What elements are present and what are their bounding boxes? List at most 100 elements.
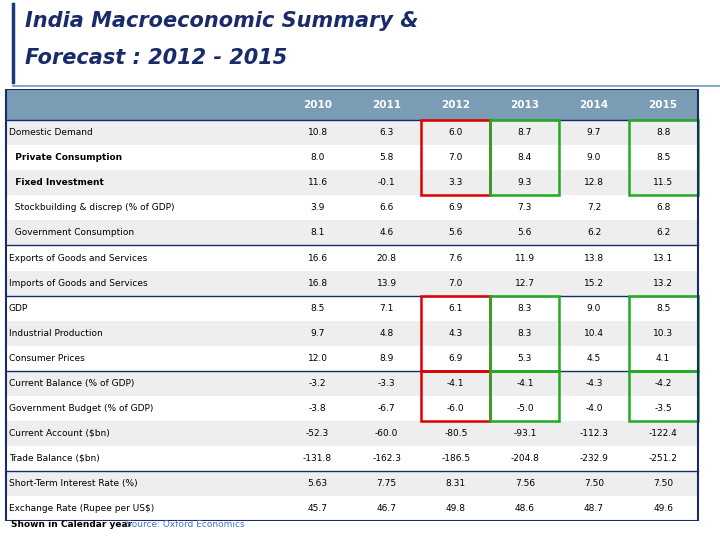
Text: India Macroeconomic Summary &: India Macroeconomic Summary &: [25, 11, 419, 31]
Text: 48.7: 48.7: [584, 504, 604, 513]
Text: 9.3: 9.3: [518, 178, 532, 187]
Text: 2011: 2011: [372, 100, 401, 110]
Text: 11.6: 11.6: [307, 178, 328, 187]
Text: 12.8: 12.8: [584, 178, 604, 187]
Text: 6.2: 6.2: [656, 228, 670, 238]
Text: Current Balance (% of GDP): Current Balance (% of GDP): [9, 379, 134, 388]
Text: Fixed Investment: Fixed Investment: [9, 178, 104, 187]
Text: 4.6: 4.6: [379, 228, 394, 238]
Text: -112.3: -112.3: [580, 429, 608, 438]
FancyBboxPatch shape: [6, 446, 698, 471]
Text: 8.7: 8.7: [518, 128, 532, 137]
Text: Forecast : 2012 - 2015: Forecast : 2012 - 2015: [25, 48, 287, 68]
Text: -4.3: -4.3: [585, 379, 603, 388]
Text: Current Account ($bn): Current Account ($bn): [9, 429, 109, 438]
FancyBboxPatch shape: [6, 396, 698, 421]
Text: 13.9: 13.9: [377, 279, 397, 288]
Text: 8.31: 8.31: [446, 479, 466, 488]
Text: 10.8: 10.8: [307, 128, 328, 137]
Text: 3.9: 3.9: [310, 204, 325, 212]
Text: 8.8: 8.8: [656, 128, 670, 137]
Text: 10.4: 10.4: [584, 329, 604, 338]
FancyBboxPatch shape: [6, 145, 698, 170]
Text: Private Consumption: Private Consumption: [9, 153, 122, 163]
Text: 5.3: 5.3: [518, 354, 532, 363]
Text: 7.50: 7.50: [584, 479, 604, 488]
Text: 12.0: 12.0: [307, 354, 328, 363]
Text: 20.8: 20.8: [377, 253, 397, 262]
Text: 9.0: 9.0: [587, 153, 601, 163]
FancyBboxPatch shape: [6, 246, 698, 271]
Text: Shown in Calendar year: Shown in Calendar year: [11, 519, 132, 529]
Text: -3.3: -3.3: [378, 379, 395, 388]
Text: 7.0: 7.0: [449, 153, 463, 163]
Text: 16.6: 16.6: [307, 253, 328, 262]
Text: 7.6: 7.6: [449, 253, 463, 262]
Text: -232.9: -232.9: [580, 454, 608, 463]
Text: -251.2: -251.2: [649, 454, 678, 463]
Text: Industrial Production: Industrial Production: [9, 329, 102, 338]
Text: -80.5: -80.5: [444, 429, 467, 438]
Text: 5.63: 5.63: [307, 479, 328, 488]
Text: -6.0: -6.0: [447, 404, 464, 413]
Text: 7.1: 7.1: [379, 303, 394, 313]
Text: -4.0: -4.0: [585, 404, 603, 413]
FancyBboxPatch shape: [6, 220, 698, 246]
Text: Government Consumption: Government Consumption: [9, 228, 134, 238]
Text: -204.8: -204.8: [510, 454, 539, 463]
Text: 6.8: 6.8: [656, 204, 670, 212]
Text: 16.8: 16.8: [307, 279, 328, 288]
Text: -186.5: -186.5: [441, 454, 470, 463]
Text: Exports of Goods and Services: Exports of Goods and Services: [9, 253, 147, 262]
Text: -162.3: -162.3: [372, 454, 401, 463]
Text: -4.1: -4.1: [447, 379, 464, 388]
FancyBboxPatch shape: [6, 295, 698, 321]
Text: 3.3: 3.3: [449, 178, 463, 187]
Text: 12.7: 12.7: [515, 279, 535, 288]
Text: Consumer Prices: Consumer Prices: [9, 354, 84, 363]
Text: 10.3: 10.3: [653, 329, 673, 338]
Text: 2012: 2012: [441, 100, 470, 110]
Text: 8.5: 8.5: [310, 303, 325, 313]
Text: 5.6: 5.6: [518, 228, 532, 238]
Text: 7.56: 7.56: [515, 479, 535, 488]
Text: 15.2: 15.2: [584, 279, 604, 288]
Text: Imports of Goods and Services: Imports of Goods and Services: [9, 279, 148, 288]
Text: -3.8: -3.8: [309, 404, 326, 413]
Text: -4.2: -4.2: [654, 379, 672, 388]
Text: 6.1: 6.1: [449, 303, 463, 313]
Text: 8.5: 8.5: [656, 153, 670, 163]
Text: GDP: GDP: [9, 303, 28, 313]
Text: 45.7: 45.7: [307, 504, 328, 513]
Text: 7.3: 7.3: [518, 204, 532, 212]
Text: 6.0: 6.0: [449, 128, 463, 137]
Text: Stockbuilding & discrep (% of GDP): Stockbuilding & discrep (% of GDP): [9, 204, 174, 212]
Text: 6.3: 6.3: [379, 128, 394, 137]
FancyBboxPatch shape: [6, 89, 698, 120]
Text: -131.8: -131.8: [303, 454, 332, 463]
Text: 6.9: 6.9: [449, 204, 463, 212]
FancyBboxPatch shape: [6, 421, 698, 446]
Text: 2010: 2010: [303, 100, 332, 110]
Text: Domestic Demand: Domestic Demand: [9, 128, 92, 137]
Text: 2013: 2013: [510, 100, 539, 110]
Text: -60.0: -60.0: [375, 429, 398, 438]
Text: 2014: 2014: [580, 100, 608, 110]
Text: 5.8: 5.8: [379, 153, 394, 163]
Text: -5.0: -5.0: [516, 404, 534, 413]
Text: 49.6: 49.6: [653, 504, 673, 513]
Text: 4.1: 4.1: [656, 354, 670, 363]
Text: 6.6: 6.6: [379, 204, 394, 212]
FancyBboxPatch shape: [6, 271, 698, 295]
Text: 8.9: 8.9: [379, 354, 394, 363]
Text: 13.1: 13.1: [653, 253, 673, 262]
Text: 7.2: 7.2: [587, 204, 601, 212]
Text: 4.3: 4.3: [449, 329, 463, 338]
Text: 5.6: 5.6: [449, 228, 463, 238]
Text: -0.1: -0.1: [378, 178, 395, 187]
Text: Source: Oxford Economics: Source: Oxford Economics: [126, 519, 245, 529]
Text: 8.1: 8.1: [310, 228, 325, 238]
FancyBboxPatch shape: [6, 321, 698, 346]
Text: Trade Balance ($bn): Trade Balance ($bn): [9, 454, 99, 463]
Text: 8.4: 8.4: [518, 153, 532, 163]
